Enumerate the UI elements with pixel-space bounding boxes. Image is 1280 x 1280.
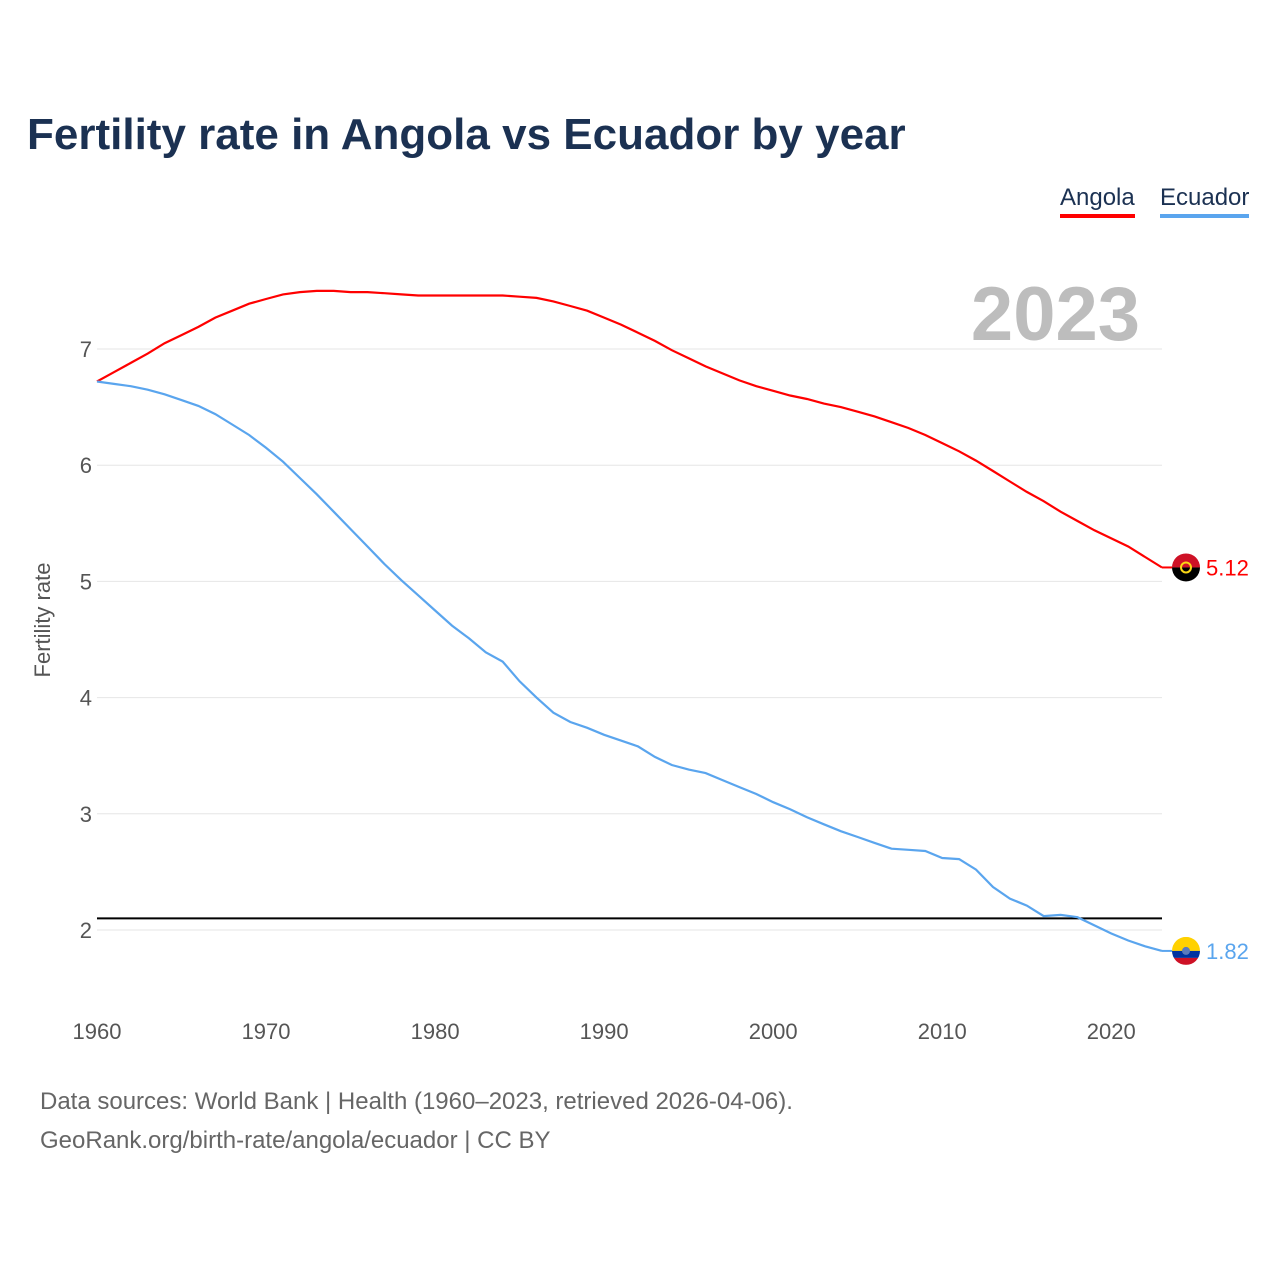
angola-end-value: 5.12: [1206, 555, 1249, 580]
angola-flag-icon: [1172, 553, 1200, 582]
x-tick-label: 2020: [1087, 1019, 1136, 1044]
footer-credit: GeoRank.org/birth-rate/angola/ecuador | …: [40, 1127, 551, 1154]
x-tick-label: 1980: [411, 1019, 460, 1044]
x-tick-label: 1990: [580, 1019, 629, 1044]
ecuador-end-value: 1.82: [1206, 939, 1249, 964]
series-line-ecuador: [96, 380, 1163, 952]
y-tick-label: 7: [80, 337, 92, 362]
x-tick-label: 2000: [749, 1019, 798, 1044]
ecuador-flag-icon: [1172, 936, 1200, 965]
footer-sources: Data sources: World Bank | Health (1960–…: [40, 1088, 793, 1115]
y-tick-label: 3: [80, 802, 92, 827]
y-tick-label: 5: [80, 569, 92, 594]
x-tick-label: 1960: [73, 1019, 122, 1044]
x-tick-label: 1970: [242, 1019, 291, 1044]
y-axis-label: Fertility rate: [30, 563, 55, 678]
line-chart: 2 3 4 5 6 7 1960 1970 1980 1990 2000 2010 2020 2023…: [30, 272, 1249, 1044]
legend-item-angola[interactable]: Angola: [1060, 184, 1135, 218]
x-tick-label: 2010: [918, 1019, 967, 1044]
series-line-angola: [96, 289, 1163, 569]
y-tick-label: 4: [80, 686, 92, 711]
legend-item-ecuador[interactable]: Ecuador: [1160, 184, 1250, 218]
y-tick-label: 2: [80, 918, 92, 943]
chart-title: Fertility rate in Angola vs Ecuador by y…: [27, 110, 906, 159]
year-watermark: 2023: [971, 272, 1140, 357]
y-tick-label: 6: [80, 453, 92, 478]
